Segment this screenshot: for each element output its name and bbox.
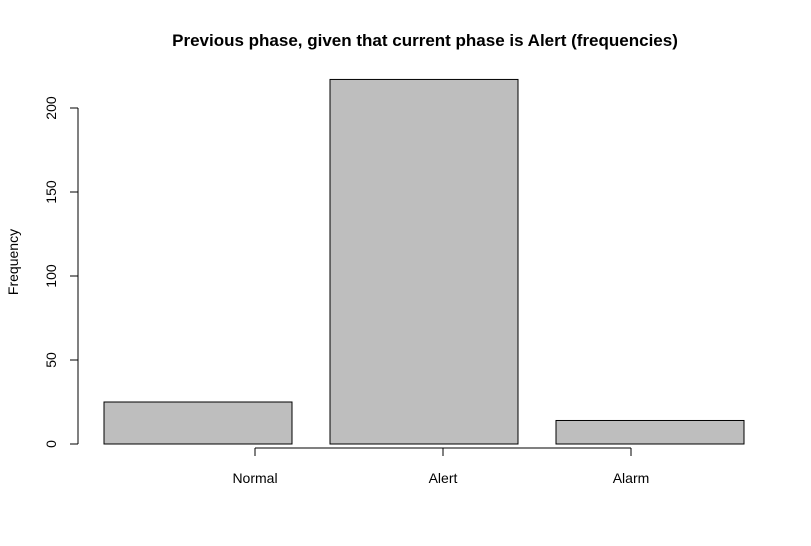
x-tick-label-alert: Alert bbox=[429, 470, 458, 486]
x-tick-label-alarm: Alarm bbox=[613, 470, 650, 486]
bar-alert bbox=[329, 78, 519, 445]
y-axis-label: Frequency bbox=[5, 229, 21, 295]
y-tick-label-200: 200 bbox=[43, 96, 59, 120]
x-tick-label-normal: Normal bbox=[232, 470, 277, 486]
y-tick-label-0: 0 bbox=[43, 440, 59, 448]
bar-alarm bbox=[555, 419, 745, 445]
bar-normal bbox=[103, 401, 293, 445]
y-tick-label-50: 50 bbox=[43, 352, 59, 368]
y-tick-label-150: 150 bbox=[43, 180, 59, 204]
chart-title: Previous phase, given that current phase… bbox=[172, 31, 678, 50]
x-axis: Normal Alert Alarm bbox=[232, 447, 650, 486]
y-axis: 0 50 100 150 200 bbox=[43, 96, 79, 448]
bars bbox=[103, 78, 745, 445]
y-tick-label-100: 100 bbox=[43, 264, 59, 288]
